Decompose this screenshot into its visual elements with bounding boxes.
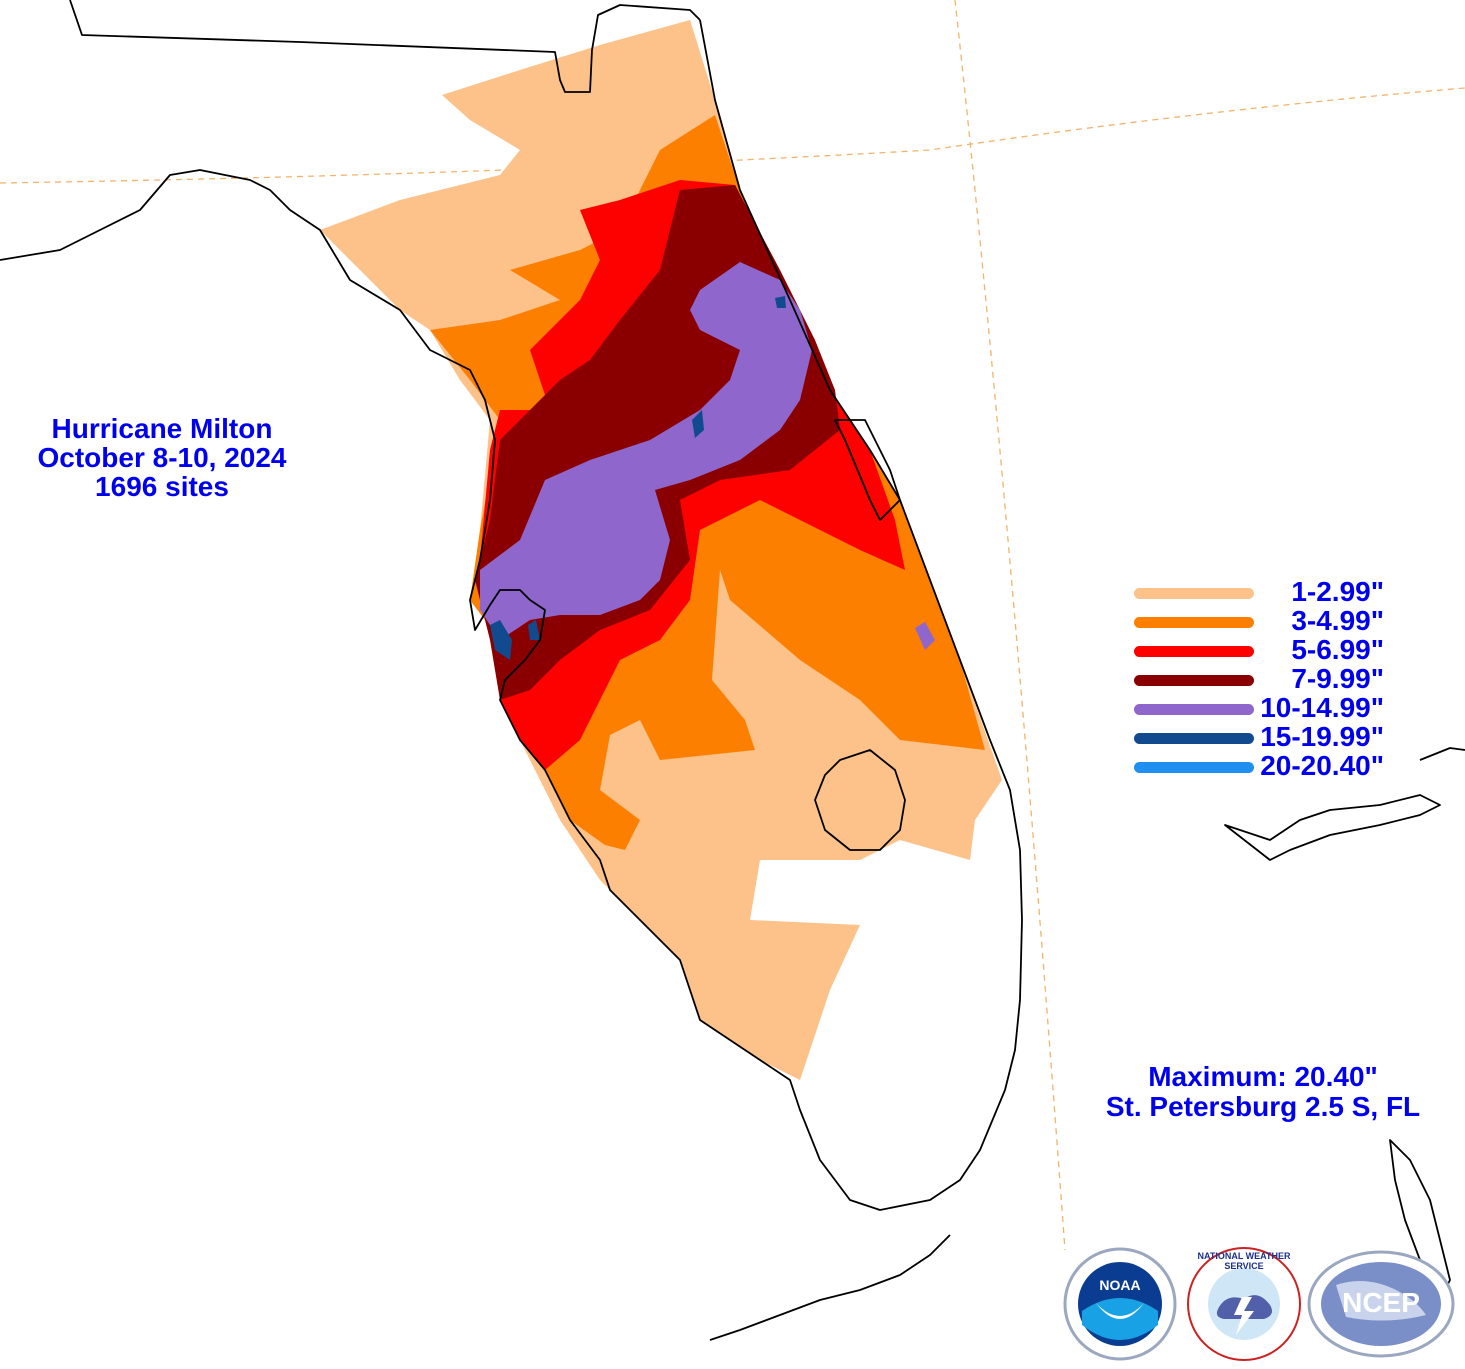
legend-swatch	[1134, 588, 1254, 599]
noaa-logo-text: NOAA	[1099, 1277, 1141, 1293]
legend-label: 3-4.99"	[1291, 605, 1384, 636]
legend-label: 15-19.99"	[1260, 721, 1384, 752]
maximum-location: St. Petersburg 2.5 S, FL	[1105, 1091, 1421, 1122]
legend-label: 20-20.40"	[1260, 750, 1384, 781]
site-count: 1696 sites	[95, 471, 229, 502]
grid-lines	[0, 0, 1465, 1251]
nws-logo: NATIONAL WEATHER SERVICE	[1186, 1245, 1302, 1363]
lake-okeechobee	[814, 749, 906, 851]
legend-swatch	[1134, 617, 1254, 628]
maximum-block: Maximum: 20.40" St. Petersburg 2.5 S, FL	[1068, 1062, 1458, 1122]
legend-row: 15-19.99"	[1130, 721, 1430, 752]
legend-row: 20-20.40"	[1130, 750, 1430, 781]
noaa-logo: NOAA	[1062, 1245, 1178, 1363]
legend-label: 5-6.99"	[1291, 634, 1384, 665]
storm-dates: October 8-10, 2024	[37, 442, 287, 473]
ncep-logo: NCEP	[1306, 1245, 1456, 1363]
agency-logos: NOAA NATIONAL WEATHER SERVICE NCEP	[1062, 1245, 1462, 1365]
storm-name: Hurricane Milton	[51, 413, 273, 444]
legend-swatch	[1134, 704, 1254, 715]
rainfall-contours	[320, 20, 1002, 1080]
legend-row: 7-9.99"	[1130, 663, 1430, 694]
contour-15-19.99-b	[692, 410, 704, 438]
legend-label: 7-9.99"	[1291, 663, 1384, 694]
legend-row: 10-14.99"	[1130, 692, 1430, 723]
barrier-island	[834, 419, 901, 521]
ncep-logo-text: NCEP	[1342, 1287, 1420, 1318]
bahamas-small	[1419, 747, 1465, 761]
contour-15-19.99-a	[490, 620, 512, 660]
bahamas-grand	[1224, 794, 1441, 861]
legend-label: 10-14.99"	[1260, 692, 1384, 723]
legend-swatch	[1134, 762, 1254, 773]
storm-title-block: Hurricane Milton October 8-10, 2024 1696…	[0, 414, 324, 501]
contour-15-19.99-c	[775, 296, 786, 308]
keys	[709, 1234, 951, 1341]
legend-swatch	[1134, 675, 1254, 686]
rainfall-legend: 1-2.99" 3-4.99" 5-6.99" 7-9.99" 10-14.99" 15-…	[1130, 576, 1430, 781]
legend-swatch	[1134, 733, 1254, 744]
contour-15-19.99-d	[528, 620, 540, 640]
legend-swatch	[1134, 646, 1254, 657]
contour-10-14.99	[480, 262, 812, 640]
maximum-value: Maximum: 20.40"	[1148, 1061, 1378, 1092]
florida-georgia-border	[69, 0, 701, 93]
legend-label: 1-2.99"	[1291, 576, 1384, 607]
legend-row: 3-4.99"	[1130, 605, 1430, 636]
coastlines	[0, 0, 1465, 1341]
florida-coast	[0, 19, 1023, 1211]
nws-logo-text: NATIONAL WEATHER SERVICE	[1197, 1251, 1291, 1271]
contour-east-spot	[915, 622, 935, 650]
legend-row: 1-2.99"	[1130, 576, 1430, 607]
legend-row: 5-6.99"	[1130, 634, 1430, 665]
